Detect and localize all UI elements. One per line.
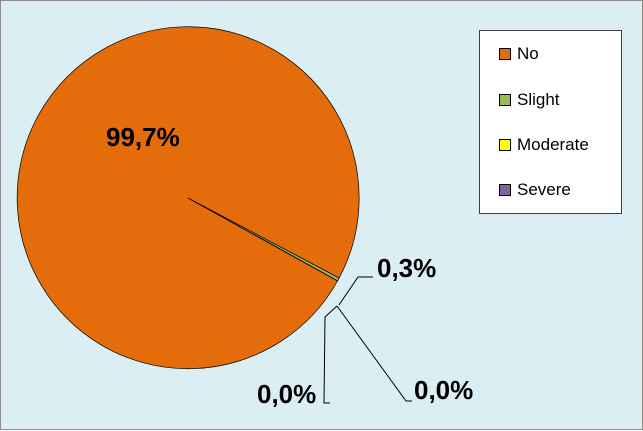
data-label-severe: 0,0% bbox=[414, 375, 473, 405]
data-label-moderate: 0,0% bbox=[257, 379, 316, 409]
leader-line-severe bbox=[336, 305, 412, 402]
legend-swatch-moderate bbox=[499, 139, 511, 151]
legend-item-no: No bbox=[499, 44, 539, 64]
legend-label-no: No bbox=[517, 44, 539, 63]
legend: No Slight Moderate Severe bbox=[479, 30, 622, 214]
pie-slice-severe bbox=[187, 197, 338, 282]
legend-label-slight: Slight bbox=[517, 90, 560, 109]
legend-item-slight: Slight bbox=[499, 90, 560, 110]
leader-line-slight bbox=[338, 276, 373, 306]
leader-line-moderate bbox=[323, 305, 338, 404]
legend-label-severe: Severe bbox=[517, 180, 571, 199]
legend-swatch-slight bbox=[499, 94, 511, 106]
legend-item-severe: Severe bbox=[499, 180, 571, 200]
data-label-no: 99,7% bbox=[106, 122, 180, 152]
legend-item-moderate: Moderate bbox=[499, 135, 589, 155]
legend-swatch-severe bbox=[499, 184, 511, 196]
legend-label-moderate: Moderate bbox=[517, 135, 589, 154]
data-label-slight: 0,3% bbox=[377, 253, 436, 283]
legend-swatch-no bbox=[499, 48, 511, 60]
